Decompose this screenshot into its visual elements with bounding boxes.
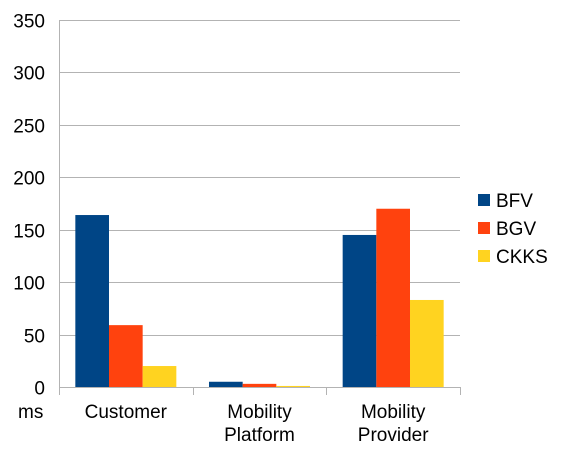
bar-ckks	[142, 366, 177, 387]
bar-bfv	[209, 381, 243, 387]
y-tick-label: 300	[13, 64, 45, 85]
legend-swatch-bfv	[478, 194, 490, 206]
legend-swatch-bgv	[478, 222, 490, 234]
y-tick-label: 350	[13, 12, 45, 33]
y-tick-label: 200	[13, 169, 45, 190]
y-tick-label: 0	[34, 379, 45, 400]
legend-swatch-ckks	[478, 250, 490, 262]
bar-bgv	[376, 208, 410, 387]
x-category-label: Customer	[85, 402, 168, 423]
bar-bfv	[75, 215, 109, 387]
y-tick-label: 100	[13, 274, 45, 295]
legend-label-ckks: CKKS	[496, 247, 548, 268]
bar-bgv	[242, 383, 277, 387]
legend-label-bgv: BGV	[496, 219, 536, 240]
y-axis-unit-label: ms	[18, 402, 43, 423]
bars	[75, 208, 444, 387]
bar-bgv	[109, 325, 143, 387]
x-category-label: Provider	[358, 425, 429, 446]
y-tick-label: 150	[13, 222, 45, 243]
x-category-label: Mobility	[361, 402, 426, 423]
bar-ckks	[410, 299, 444, 387]
legend: BFV BGV CKKS	[478, 191, 548, 268]
y-tick-label: 50	[24, 327, 45, 348]
bar-bfv	[342, 234, 377, 387]
bar-ckks	[276, 385, 310, 387]
axes	[59, 20, 461, 395]
y-tick-label: 250	[13, 117, 45, 138]
legend-label-bfv: BFV	[496, 191, 533, 212]
x-category-label: Mobility	[227, 402, 292, 423]
x-category-label: Platform	[224, 425, 295, 446]
